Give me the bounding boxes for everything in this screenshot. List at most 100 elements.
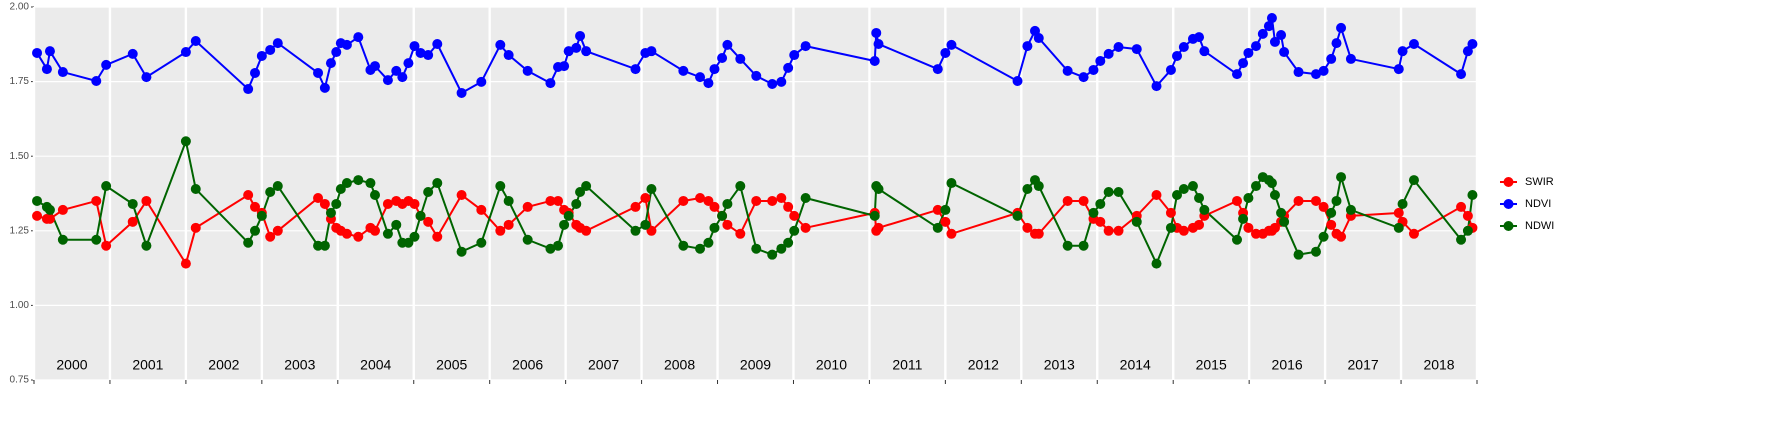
data-point xyxy=(946,228,957,239)
data-point xyxy=(190,222,201,233)
data-point xyxy=(101,59,112,70)
data-point xyxy=(456,87,467,98)
data-point xyxy=(1103,187,1114,198)
data-point xyxy=(1088,207,1099,218)
data-point xyxy=(101,181,112,192)
data-point xyxy=(44,46,55,57)
data-point xyxy=(403,58,414,69)
data-point xyxy=(703,78,714,89)
data-point xyxy=(370,225,381,236)
data-point xyxy=(1062,240,1073,251)
data-point xyxy=(553,240,564,251)
data-point xyxy=(640,219,651,230)
data-point xyxy=(1062,65,1073,76)
x-tick-label: 2015 xyxy=(1196,357,1227,373)
data-point xyxy=(703,237,714,248)
data-point xyxy=(1279,216,1290,227)
x-tick-label: 2014 xyxy=(1120,357,1151,373)
data-point xyxy=(545,243,556,254)
data-point xyxy=(1462,46,1473,57)
data-point xyxy=(127,48,138,59)
data-point xyxy=(1318,201,1329,212)
data-point xyxy=(1165,222,1176,233)
data-point xyxy=(1194,219,1205,230)
data-point xyxy=(1103,48,1114,59)
data-point xyxy=(1326,53,1337,64)
data-point xyxy=(319,240,330,251)
data-point xyxy=(91,234,102,245)
data-point xyxy=(476,204,487,215)
data-point xyxy=(722,219,733,230)
data-point xyxy=(783,62,794,73)
data-point xyxy=(678,195,689,206)
data-point xyxy=(432,178,443,189)
legend-label: NDVI xyxy=(1525,198,1551,210)
data-point xyxy=(423,187,434,198)
data-point xyxy=(1276,207,1287,218)
data-point xyxy=(1113,187,1124,198)
data-point xyxy=(370,61,381,72)
data-point xyxy=(1266,13,1277,24)
data-point xyxy=(767,195,778,206)
data-point xyxy=(1131,44,1142,55)
data-point xyxy=(409,198,420,209)
data-point xyxy=(1232,69,1243,80)
data-point xyxy=(1165,64,1176,75)
data-point xyxy=(709,222,720,233)
data-point xyxy=(1293,195,1304,206)
data-point xyxy=(932,64,943,75)
data-point xyxy=(1151,189,1162,200)
data-point xyxy=(32,210,43,221)
data-point xyxy=(250,67,261,78)
data-point xyxy=(946,178,957,189)
data-point xyxy=(325,207,336,218)
data-point xyxy=(1266,178,1277,189)
data-point xyxy=(1243,222,1254,233)
data-point xyxy=(331,198,342,209)
data-point xyxy=(1456,234,1467,245)
data-point xyxy=(1293,67,1304,78)
data-point xyxy=(789,210,800,221)
data-point xyxy=(1250,228,1261,239)
data-point xyxy=(783,237,794,248)
data-point xyxy=(1012,210,1023,221)
data-point xyxy=(1131,216,1142,227)
data-point xyxy=(1243,47,1254,58)
data-point xyxy=(571,198,582,209)
data-point xyxy=(1336,22,1347,33)
data-point xyxy=(1078,195,1089,206)
data-point xyxy=(423,50,434,61)
data-point xyxy=(522,201,533,212)
data-point xyxy=(1467,39,1478,50)
data-point xyxy=(1199,46,1210,57)
data-point xyxy=(180,47,191,58)
x-tick-label: 2017 xyxy=(1348,357,1379,373)
data-point xyxy=(1033,33,1044,44)
data-point xyxy=(141,72,152,83)
data-point xyxy=(331,47,342,58)
data-point xyxy=(341,39,352,50)
data-point xyxy=(243,189,254,200)
data-point xyxy=(91,76,102,87)
data-point xyxy=(1062,195,1073,206)
data-point xyxy=(630,64,641,75)
data-point xyxy=(382,228,393,239)
data-point xyxy=(1199,204,1210,215)
data-point xyxy=(265,187,276,198)
data-point xyxy=(751,195,762,206)
data-point xyxy=(563,210,574,221)
data-point xyxy=(313,67,324,78)
data-point xyxy=(1263,21,1274,32)
data-point xyxy=(1393,207,1404,218)
data-point xyxy=(1095,216,1106,227)
data-point xyxy=(423,216,434,227)
data-point xyxy=(932,222,943,233)
data-point xyxy=(722,198,733,209)
data-point xyxy=(1462,225,1473,236)
data-point xyxy=(44,213,55,224)
x-tick-label: 2009 xyxy=(740,357,771,373)
data-point xyxy=(1178,225,1189,236)
data-point xyxy=(767,249,778,260)
data-point xyxy=(722,39,733,50)
